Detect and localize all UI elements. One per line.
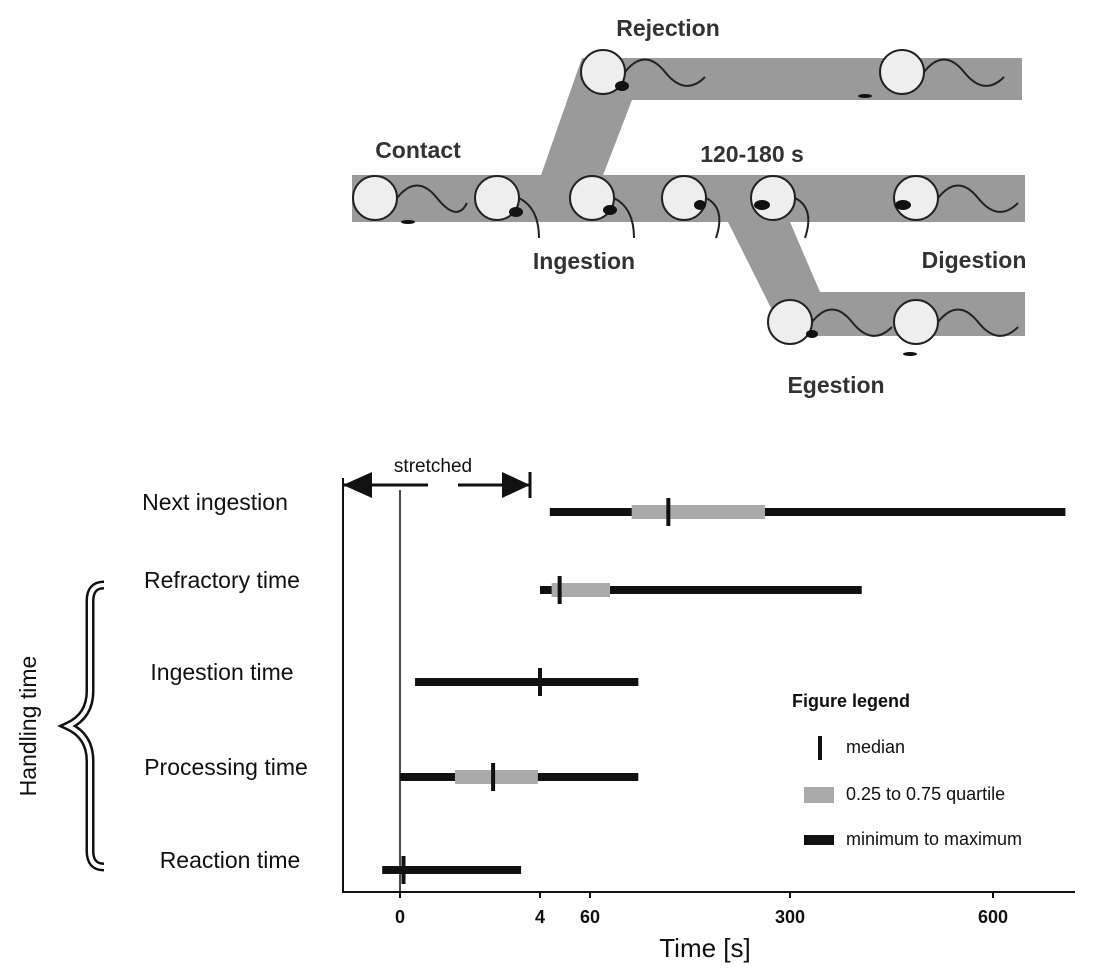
x-tick-label: 600	[978, 907, 1008, 927]
x-tick-label: 300	[775, 907, 805, 927]
category-label: Processing time	[144, 754, 308, 780]
pathway-diagram: Rejection Contact 120-180 s Ingestion Di…	[352, 15, 1026, 398]
legend-title: Figure legend	[792, 691, 910, 711]
stage-label: Ingestion	[533, 248, 635, 274]
food	[603, 205, 617, 215]
food	[754, 200, 770, 210]
cell	[662, 176, 706, 220]
stage-label: Digestion	[922, 247, 1027, 273]
food	[895, 200, 911, 210]
stage-label: Rejection	[616, 15, 720, 41]
x-axis-label: Time [s]	[659, 933, 750, 963]
category-label: Next ingestion	[142, 489, 288, 515]
chart: stretched Time [s] Handling time Figure …	[15, 456, 1075, 963]
arrow-head	[502, 472, 530, 498]
x-tick-label: 4	[535, 907, 545, 927]
arrow-head	[343, 472, 372, 498]
food	[615, 81, 629, 91]
food	[694, 200, 706, 210]
annotation: stretched	[394, 456, 472, 477]
x-tick-label: 0	[395, 907, 405, 927]
legend-swatch	[804, 835, 834, 845]
category-label: Refractory time	[144, 567, 300, 593]
food	[806, 330, 818, 338]
category-label: Reaction time	[160, 847, 301, 873]
food	[509, 207, 523, 217]
food	[858, 94, 872, 98]
cell	[751, 176, 795, 220]
cell	[880, 50, 924, 94]
legend-label: 0.25 to 0.75 quartile	[846, 784, 1005, 804]
figure: Rejection Contact 120-180 s Ingestion Di…	[0, 0, 1094, 969]
food	[903, 352, 917, 356]
x-tick-label: 60	[580, 907, 600, 927]
legend-label: median	[846, 737, 905, 757]
category-label: Ingestion time	[150, 659, 293, 685]
brace	[68, 585, 104, 867]
cell	[894, 176, 938, 220]
annotation: Handling time	[15, 656, 41, 797]
stage-label: Egestion	[787, 372, 884, 398]
stage-label: 120-180 s	[700, 141, 804, 167]
quartile-box	[455, 770, 538, 784]
cell	[894, 300, 938, 344]
food	[401, 220, 415, 224]
stage-label: Contact	[375, 137, 461, 163]
cell	[353, 176, 397, 220]
legend-label: minimum to maximum	[846, 829, 1022, 849]
page: {"diagram": {"labels": ["Rejection", "Co…	[0, 0, 1094, 969]
cell	[768, 300, 812, 344]
legend-swatch	[804, 787, 834, 803]
quartile-box	[632, 505, 765, 519]
